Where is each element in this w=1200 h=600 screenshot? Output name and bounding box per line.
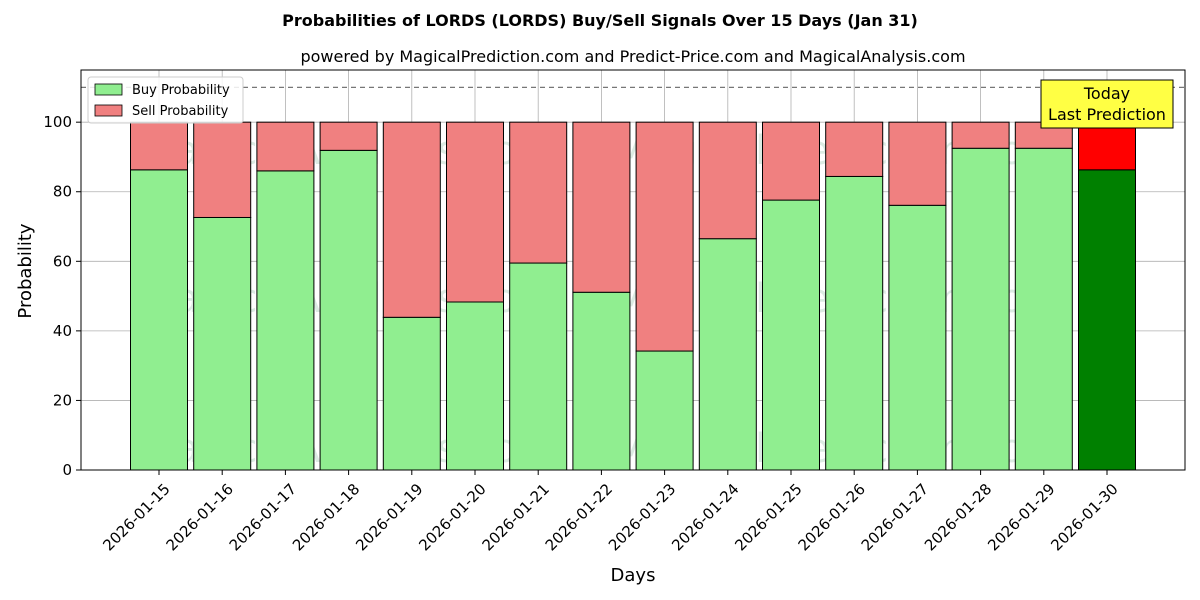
bar-sell-2026-01-23 <box>635 121 694 352</box>
bar-sell-2026-01-18 <box>319 121 378 151</box>
y-ticks: 0 20 40 60 80 100 <box>43 113 81 479</box>
legend-box <box>87 76 244 124</box>
chart-title: Probabilities of LORDS (LORDS) Buy/Sell … <box>282 11 918 30</box>
x-ticks: 2026-01-152026-01-162026-01-172026-01-18… <box>99 470 1122 554</box>
bar-buy-2026-01-23 <box>635 350 694 471</box>
bar-sell-2026-01-17 <box>256 121 315 172</box>
bar-sell-2026-01-28 <box>951 121 1010 149</box>
x-tick-label: 2026-01-28 <box>921 480 995 554</box>
y-tick-label: 100 <box>43 113 72 131</box>
bar-buy-2026-01-21 <box>509 262 568 471</box>
x-tick-label: 2026-01-30 <box>1047 480 1121 554</box>
legend-swatch-sell <box>94 104 123 117</box>
bar-sell-2026-01-24 <box>698 121 757 240</box>
bar-sell-2026-01-19 <box>382 121 441 318</box>
bar-buy-2026-01-18 <box>319 149 378 471</box>
x-tick-label: 2026-01-20 <box>415 480 489 554</box>
bar-buy-2026-01-17 <box>256 170 315 471</box>
x-tick-label: 2026-01-18 <box>289 480 363 554</box>
bar-buy-2026-01-24 <box>698 238 757 471</box>
x-tick-label: 2026-01-29 <box>984 480 1058 554</box>
bar-buy-2026-01-22 <box>572 291 631 471</box>
x-axis-label: Days <box>611 565 656 586</box>
legend-swatch-buy <box>94 83 123 96</box>
y-tick-label: 20 <box>53 391 72 409</box>
y-tick-label: 80 <box>53 183 72 201</box>
x-tick-label: 2026-01-26 <box>795 480 869 554</box>
annotation-line1: Today <box>1083 84 1130 103</box>
y-tick-label: 60 <box>53 252 72 270</box>
bars <box>130 121 1136 471</box>
x-tick-label: 2026-01-24 <box>668 480 742 554</box>
x-tick-label: 2026-01-16 <box>163 480 237 554</box>
today-annotation: Today Last Prediction <box>1040 79 1174 129</box>
bar-buy-2026-01-29 <box>1014 147 1073 471</box>
x-tick-label: 2026-01-15 <box>99 480 173 554</box>
bar-sell-2026-01-22 <box>572 121 631 293</box>
x-tick-label: 2026-01-27 <box>858 480 932 554</box>
bar-buy-2026-01-19 <box>382 316 441 471</box>
bar-sell-2026-01-21 <box>509 121 568 264</box>
bar-sell-2026-01-25 <box>762 121 820 201</box>
y-tick-label: 0 <box>62 461 72 479</box>
annotation-box <box>1040 79 1174 129</box>
legend-label-sell: Sell Probability <box>132 104 229 119</box>
bar-buy-2026-01-16 <box>193 216 252 471</box>
bar-sell-2026-01-15 <box>130 121 188 171</box>
y-axis-label: Probability <box>15 223 36 318</box>
x-tick-label: 2026-01-22 <box>542 480 616 554</box>
bar-sell-2026-01-30 <box>1078 121 1136 171</box>
bar-sell-2026-01-16 <box>193 121 252 218</box>
bar-buy-2026-01-30 <box>1078 169 1136 471</box>
y-tick-label: 40 <box>53 322 72 340</box>
bar-buy-2026-01-28 <box>951 147 1010 471</box>
chart-subtitle: powered by MagicalPrediction.com and Pre… <box>300 47 965 66</box>
x-tick-label: 2026-01-21 <box>479 480 553 554</box>
legend: Buy Probability Sell Probability <box>87 76 244 124</box>
bar-sell-2026-01-26 <box>825 121 884 177</box>
x-tick-label: 2026-01-25 <box>731 480 805 554</box>
plot-frame <box>80 69 1186 471</box>
x-tick-label: 2026-01-17 <box>226 480 300 554</box>
bar-buy-2026-01-27 <box>888 204 947 471</box>
bar-buy-2026-01-20 <box>446 301 504 471</box>
x-tick-label: 2026-01-19 <box>352 480 426 554</box>
x-tick-label: 2026-01-23 <box>605 480 679 554</box>
bar-buy-2026-01-25 <box>762 199 820 471</box>
bar-buy-2026-01-15 <box>130 169 188 471</box>
bar-buy-2026-01-26 <box>825 175 884 471</box>
bar-sell-2026-01-20 <box>446 121 504 303</box>
legend-label-buy: Buy Probability <box>132 83 230 98</box>
bar-sell-2026-01-27 <box>888 121 947 206</box>
annotation-line2: Last Prediction <box>1048 105 1166 124</box>
